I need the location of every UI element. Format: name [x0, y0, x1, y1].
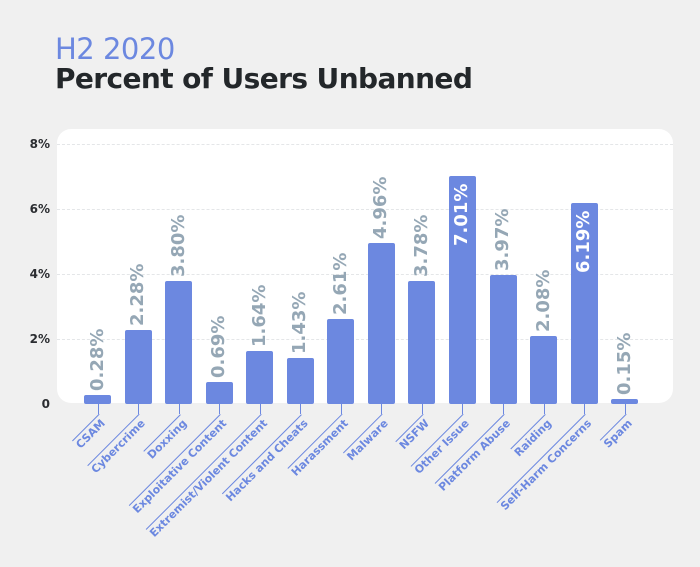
bar[interactable]	[530, 336, 557, 404]
y-tick-label: 0	[41, 397, 50, 411]
x-tick	[341, 404, 342, 414]
chart-panel	[57, 129, 673, 403]
gridline	[57, 274, 673, 275]
x-tick	[98, 404, 99, 414]
data-label: 2.28%	[127, 263, 149, 326]
data-label: 4.96%	[370, 176, 392, 239]
chart-title: Percent of Users Unbanned	[55, 62, 473, 95]
x-tick	[219, 404, 220, 414]
data-label: 2.08%	[532, 269, 554, 333]
data-label: 0.15%	[613, 332, 635, 396]
x-tick	[584, 404, 585, 414]
y-tick-label: 8%	[29, 137, 50, 151]
y-tick-label: 4%	[29, 267, 50, 281]
x-tick	[179, 404, 180, 414]
chart-subtitle: H2 2020	[55, 32, 175, 66]
bar[interactable]	[611, 399, 639, 404]
bar[interactable]	[489, 275, 517, 404]
data-label: 2.61%	[329, 252, 351, 316]
gridline	[57, 339, 673, 340]
bar[interactable]	[205, 381, 233, 404]
gridline	[57, 209, 673, 210]
data-label: 7.01%	[451, 183, 473, 247]
x-tick	[300, 404, 301, 414]
data-label: 3.97%	[492, 208, 513, 271]
x-axis-label: Platform Abuse	[434, 414, 515, 494]
data-label: 1.43%	[289, 291, 311, 354]
x-axis-label: Spam	[599, 414, 637, 451]
bar[interactable]	[165, 280, 193, 404]
x-axis-label: Malware	[342, 414, 393, 464]
data-label: 3.80%	[167, 214, 189, 277]
data-label: 3.78%	[410, 214, 432, 278]
data-label: 6.19%	[573, 210, 595, 273]
bar[interactable]	[327, 319, 355, 404]
x-tick	[503, 404, 504, 414]
gridline	[57, 144, 673, 145]
bar[interactable]	[448, 176, 476, 404]
x-tick	[462, 404, 463, 414]
y-tick-label: 2%	[29, 332, 50, 346]
bar[interactable]	[84, 394, 111, 404]
bar[interactable]	[124, 329, 152, 404]
x-tick	[544, 404, 545, 414]
bar[interactable]	[246, 350, 274, 404]
bar[interactable]	[286, 357, 314, 404]
data-label: 1.64%	[248, 284, 270, 347]
data-label: 0.69%	[208, 315, 230, 378]
x-tick	[381, 404, 382, 414]
x-tick	[422, 404, 423, 414]
bar[interactable]	[408, 281, 436, 404]
x-tick	[138, 404, 139, 414]
x-axis-label: NSFW	[395, 414, 434, 453]
data-label: 0.28%	[86, 328, 108, 391]
bar[interactable]	[570, 202, 598, 404]
x-tick	[260, 404, 261, 414]
y-tick-label: 6%	[29, 202, 50, 216]
x-axis-label: CSAM	[72, 414, 110, 452]
x-tick	[625, 404, 626, 414]
bar[interactable]	[367, 242, 395, 404]
